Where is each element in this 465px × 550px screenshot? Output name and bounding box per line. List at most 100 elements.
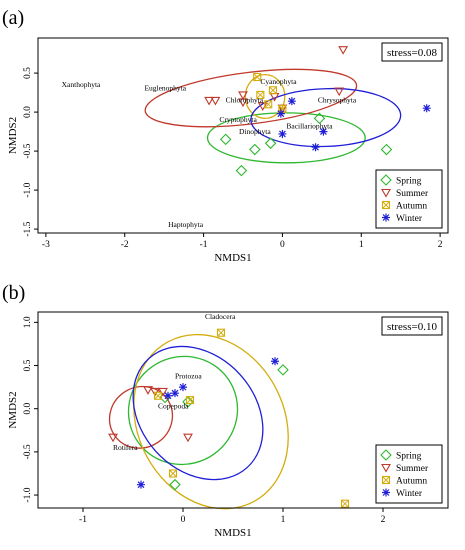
autumn-icon [381,475,391,485]
annotation-label: Chrysophyta [318,96,357,105]
point-winter [137,480,145,489]
y-tick-label: 0.0 [23,106,33,118]
legend-label: Spring [396,452,422,462]
point-winter [171,389,179,398]
point-spring [249,143,261,156]
legend-item-autumn: Autumn [381,475,427,487]
legend: Spring Summer Autumn Winter [375,169,443,229]
point-winter [287,97,296,106]
x-tick-label: -1 [200,240,208,250]
point-spring [313,112,326,125]
legend-label: Autumn [396,202,427,212]
x-tick-label: 2 [381,515,386,525]
legend-item-winter: Winter [382,488,423,499]
y-tick-label: 0.0 [23,403,33,415]
point-autumn [340,499,350,508]
legend: Spring Summer Autumn Winter [375,444,443,504]
y-tick-label: -1.5 [23,221,33,236]
stress-value: stress=0.10 [387,321,437,333]
y-tick-label: 0.5 [23,67,33,79]
annotation-label: Rotifera [113,443,138,452]
spring-icon [380,174,392,186]
point-summer [338,46,349,55]
spring-icon [380,449,392,461]
point-winter [422,104,431,113]
point-autumn [253,72,262,82]
annotation-label: Haptophyta [168,220,204,229]
point-spring [182,396,194,408]
y-tick-label: 1.0 [23,316,33,328]
point-summer [334,87,345,97]
winter-icon [382,213,390,222]
point-autumn [185,396,195,405]
point-winter [164,391,172,400]
point-winter [311,143,320,152]
legend-label: Winter [396,489,423,499]
point-autumn [153,391,163,400]
panel-a: (a) Xanthophyta Euglenophyta Cyanophyta Chl… [2,7,449,264]
plot-area [37,37,449,234]
point-spring [277,364,289,376]
y-axis-label: NMDS2 [7,391,19,428]
stress-box: stress=0.10 [381,316,443,336]
point-autumn [216,328,226,337]
point-spring [264,137,277,150]
panel-label: (a) [2,7,24,29]
summer-icon [381,188,391,198]
ellipse-autumn [244,74,286,119]
point-autumn [264,100,273,109]
panel-b: (b) Cladocera Protozoa Copepoda Rotifera -1… [2,282,449,539]
point-autumn [256,90,265,99]
point-summer [108,433,118,443]
annotation-label: Chlorophyta [226,96,264,105]
autumn-icon [381,200,391,210]
x-tick-label: 0 [280,240,285,250]
y-axis-label: NMDS2 [7,117,19,154]
winter-icon [382,488,390,497]
x-tick-label: -1 [79,515,87,525]
legend-item-summer: Summer [381,188,429,199]
point-winter [271,357,279,366]
legend-item-summer: Summer [381,463,429,474]
point-winter [179,383,187,392]
ellipse-autumn [133,333,289,510]
annotation-label: Euglenophyta [144,83,186,92]
legend-label: Summer [396,189,429,199]
legend-label: Autumn [396,477,427,487]
x-tick-label: 2 [438,240,443,250]
point-summer [204,96,215,106]
x-tick-label: 1 [359,240,364,250]
point-spring [219,133,232,146]
legend-item-winter: Winter [382,213,423,224]
stress-box: stress=0.08 [381,42,443,62]
y-tick-label: -0.5 [23,143,33,158]
point-summer [183,433,193,443]
ellipse-spring [127,355,239,466]
annotation-label: Protozoa [175,371,202,380]
point-winter [278,129,287,138]
point-winter [276,109,285,118]
annotation-label: Copepoda [158,402,189,411]
y-tick-label: -0.5 [23,444,33,459]
y-tick-label: 0.5 [23,359,33,371]
point-summer [210,96,221,106]
legend-item-spring: Spring [380,174,422,187]
legend-item-autumn: Autumn [381,200,427,212]
point-spring [235,164,248,177]
legend-label: Winter [396,214,423,224]
annotation-label: Dinophyta [239,127,271,136]
x-axis-label: NMDS1 [214,252,251,264]
point-autumn [268,86,278,95]
plot-area [37,311,449,509]
annotation-label: Cyanophyta [260,77,297,86]
stress-value: stress=0.08 [387,47,437,59]
summer-icon [381,463,391,473]
y-tick-label: -1.0 [23,487,33,502]
ellipse-summer [108,385,174,449]
x-tick-label: 0 [181,515,186,525]
point-spring [169,478,181,491]
point-autumn [168,469,178,478]
annotation-label: Cryptophyta [219,115,257,124]
point-spring [380,143,393,156]
